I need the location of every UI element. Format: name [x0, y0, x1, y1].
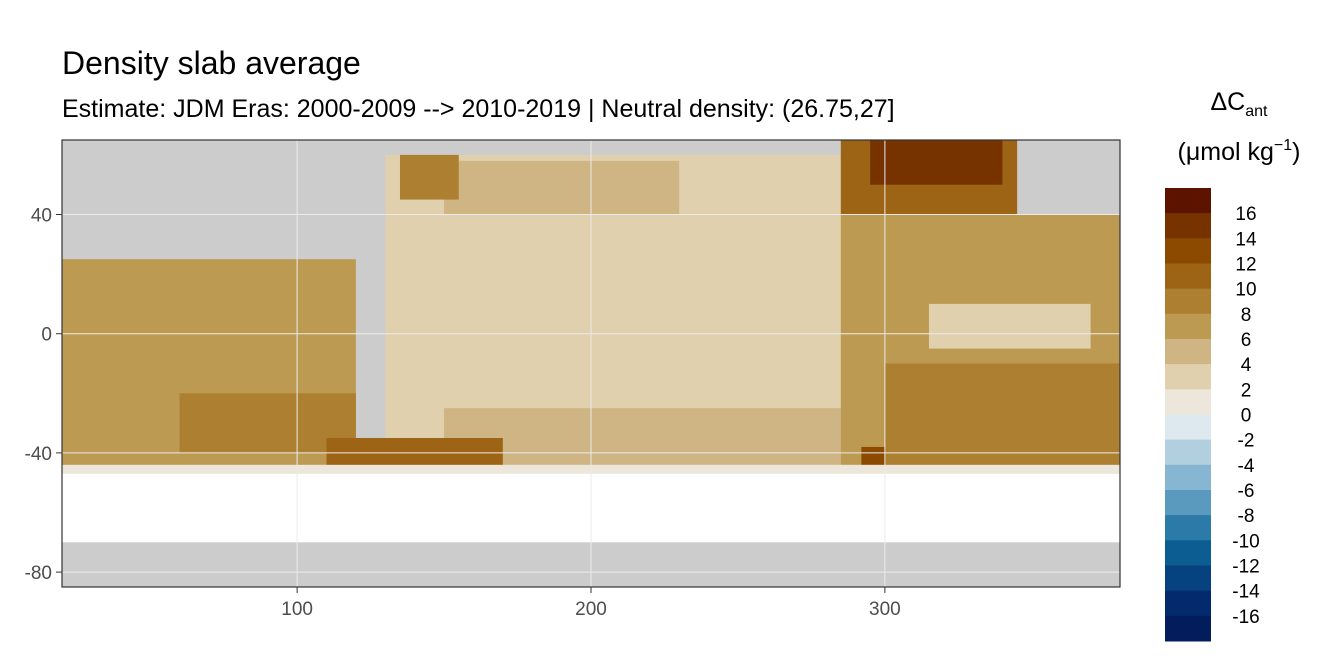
legend-bin — [1165, 414, 1211, 441]
legend-tick-label: 8 — [1241, 305, 1252, 326]
legend-tick-label: -14 — [1232, 582, 1260, 603]
legend-tick-label: -4 — [1238, 456, 1255, 477]
legend-tick-label: -12 — [1232, 557, 1259, 578]
legend-tick-label: -6 — [1238, 481, 1255, 502]
legend: ΔCant (μmol kg−1) 16 14 12 10 8 6 4 2 0 -2 -4 -6 -8 -… — [1165, 88, 1300, 642]
y-axis: 40 0 -40 -80 — [25, 206, 62, 584]
legend-bin — [1165, 364, 1211, 390]
legend-tick-label: 4 — [1241, 355, 1252, 376]
grid-lines — [62, 140, 1120, 587]
legend-bin — [1165, 213, 1211, 239]
y-tick-label: -80 — [25, 563, 52, 584]
legend-color-bar — [1165, 188, 1211, 642]
legend-bin — [1165, 439, 1211, 466]
legend-bin — [1165, 490, 1211, 516]
legend-bin — [1165, 389, 1211, 415]
x-tick-label: 100 — [281, 599, 313, 620]
legend-tick-label: 10 — [1235, 280, 1256, 301]
x-tick-label: 300 — [869, 599, 901, 620]
legend-bin — [1165, 590, 1211, 617]
legend-tick-label: -16 — [1232, 607, 1259, 628]
legend-bin — [1165, 263, 1211, 290]
chart-subtitle: Estimate: JDM Eras: 2000-2009 --> 2010-2… — [62, 95, 895, 123]
field-4 — [444, 408, 841, 468]
legend-tick-label: 16 — [1235, 204, 1256, 225]
x-axis: 100 200 300 — [281, 587, 901, 620]
legend-tick-label: 14 — [1235, 229, 1257, 250]
field-3 — [399, 154, 459, 200]
field-1 — [444, 160, 680, 215]
legend-bin — [1165, 288, 1211, 315]
legend-tick-label: -8 — [1238, 506, 1255, 527]
legend-bin — [1165, 565, 1211, 592]
legend-tick-label: 12 — [1235, 255, 1256, 276]
legend-tick-labels: 16 14 12 10 8 6 4 2 0 -2 -4 -6 -8 -10 -12 -14 -16 — [1232, 204, 1260, 628]
legend-tick-label: 2 — [1241, 380, 1252, 401]
field-11 — [870, 140, 1003, 185]
legend-bin — [1165, 339, 1211, 365]
y-tick-label: -40 — [25, 444, 52, 465]
y-tick-label: 40 — [31, 206, 52, 227]
legend-tick-label: -2 — [1238, 431, 1255, 452]
y-tick-label: 0 — [41, 325, 52, 346]
legend-bin — [1165, 238, 1211, 264]
legend-tick-label: 6 — [1241, 330, 1252, 351]
legend-bin — [1165, 188, 1211, 214]
legend-tick-label: -10 — [1232, 531, 1259, 552]
legend-bin — [1165, 615, 1211, 642]
legend-bin — [1165, 540, 1211, 566]
field-13 — [884, 363, 1120, 468]
chart-title: Density slab average — [62, 45, 361, 81]
field-2 — [473, 289, 827, 364]
legend-tick-label: 0 — [1241, 406, 1252, 427]
x-tick-label: 200 — [575, 599, 607, 620]
legend-title: ΔCant — [1210, 88, 1268, 120]
legend-bin — [1165, 313, 1211, 340]
legend-bin — [1165, 515, 1211, 541]
legend-unit: (μmol kg−1) — [1178, 137, 1301, 166]
legend-bin — [1165, 464, 1211, 491]
field-12 — [928, 303, 1091, 349]
map-panel — [61, 139, 1121, 588]
